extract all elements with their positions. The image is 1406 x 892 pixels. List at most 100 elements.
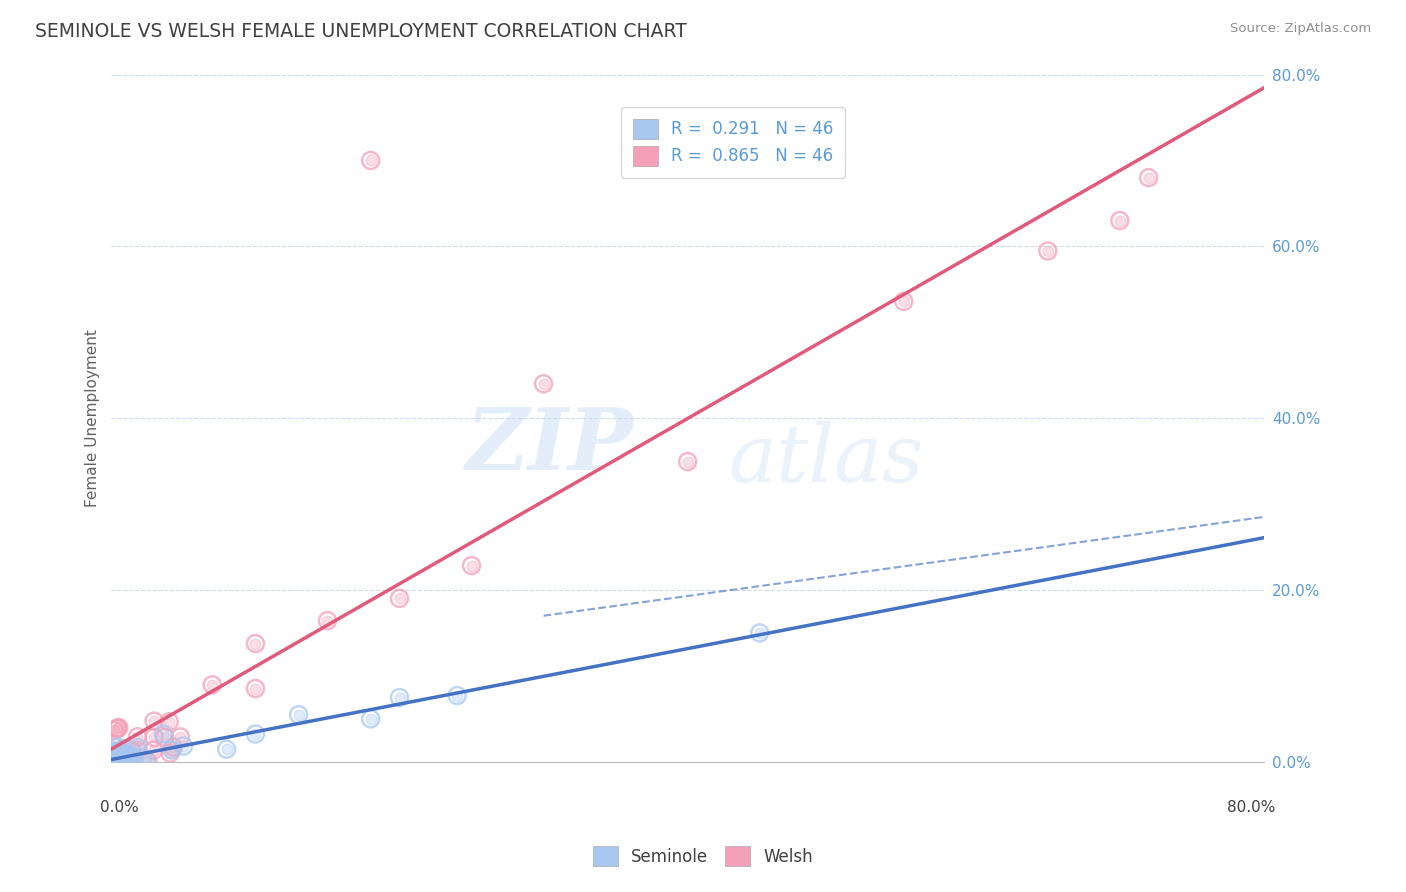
Point	[1108, 213, 1130, 227]
Point	[152, 727, 174, 741]
Point	[676, 454, 699, 468]
Point	[169, 730, 191, 744]
Point	[108, 720, 131, 734]
Point	[103, 755, 125, 769]
Point	[104, 755, 127, 769]
Point	[110, 747, 132, 762]
Point	[100, 747, 122, 761]
Point	[101, 745, 124, 759]
Point	[111, 742, 134, 756]
Point	[127, 740, 149, 755]
Point	[460, 558, 482, 573]
Point	[112, 741, 135, 756]
Point	[104, 755, 127, 769]
Point	[245, 636, 267, 650]
Point	[104, 755, 127, 769]
Legend: Seminole, Welsh: Seminole, Welsh	[585, 838, 821, 875]
Point	[110, 747, 132, 762]
Point	[160, 743, 183, 757]
Point	[101, 745, 124, 759]
Text: ZIP: ZIP	[465, 404, 633, 487]
Point	[107, 755, 129, 769]
Point	[101, 755, 124, 769]
Point	[1137, 170, 1160, 185]
Point	[112, 755, 135, 769]
Point	[104, 755, 127, 769]
Point	[118, 755, 141, 769]
Point	[245, 681, 267, 696]
Point	[117, 748, 139, 763]
Point	[1137, 170, 1160, 185]
Point	[104, 751, 127, 765]
Point	[104, 755, 127, 769]
Point	[748, 626, 770, 640]
Point	[143, 714, 166, 728]
Point	[115, 755, 138, 769]
Point	[127, 730, 149, 744]
Point	[136, 755, 159, 769]
Point	[101, 752, 124, 766]
Point	[101, 745, 124, 759]
Point	[101, 755, 124, 769]
Legend: R =  0.291   N = 46, R =  0.865   N = 46: R = 0.291 N = 46, R = 0.865 N = 46	[621, 107, 845, 178]
Point	[159, 746, 181, 760]
Point	[1108, 213, 1130, 227]
Point	[245, 636, 267, 650]
Point	[360, 153, 382, 168]
Point	[446, 689, 468, 703]
Point	[245, 727, 267, 741]
Point	[162, 740, 184, 755]
Point	[127, 740, 149, 755]
Point	[121, 743, 143, 757]
Point	[101, 744, 124, 758]
Point	[103, 755, 125, 769]
Point	[101, 752, 124, 766]
Point	[103, 755, 125, 769]
Point	[115, 748, 138, 763]
Point	[103, 755, 125, 769]
Point	[100, 755, 122, 769]
Point	[533, 376, 555, 391]
Point	[101, 738, 124, 752]
Point	[110, 745, 132, 759]
Point	[101, 755, 124, 769]
Point	[100, 747, 122, 761]
Point	[104, 755, 127, 769]
Point	[172, 739, 194, 753]
Point	[446, 689, 468, 703]
Point	[105, 721, 128, 735]
Point	[316, 614, 339, 628]
Point	[103, 746, 125, 760]
Point	[103, 755, 125, 769]
Point	[157, 714, 180, 729]
Point	[245, 727, 267, 741]
Point	[105, 755, 128, 769]
Point	[103, 755, 125, 769]
Point	[105, 755, 128, 769]
Point	[107, 755, 129, 769]
Point	[215, 742, 238, 756]
Point	[101, 755, 124, 769]
Point	[215, 742, 238, 756]
Point	[107, 755, 129, 769]
Point	[201, 678, 224, 692]
Point	[103, 746, 125, 760]
Point	[117, 748, 139, 763]
Point	[114, 747, 136, 762]
Point	[127, 743, 149, 757]
Point	[105, 755, 128, 769]
Point	[131, 751, 153, 765]
Point	[388, 591, 411, 606]
Text: SEMINOLE VS WELSH FEMALE UNEMPLOYMENT CORRELATION CHART: SEMINOLE VS WELSH FEMALE UNEMPLOYMENT CO…	[35, 22, 688, 41]
Point	[533, 376, 555, 391]
Point	[101, 755, 124, 769]
Point	[135, 755, 157, 769]
Point	[160, 743, 183, 757]
Point	[893, 294, 915, 309]
Point	[107, 722, 129, 736]
Point	[105, 721, 128, 735]
Point	[108, 755, 131, 769]
Point	[153, 730, 176, 744]
Point	[388, 690, 411, 705]
Point	[101, 755, 124, 769]
